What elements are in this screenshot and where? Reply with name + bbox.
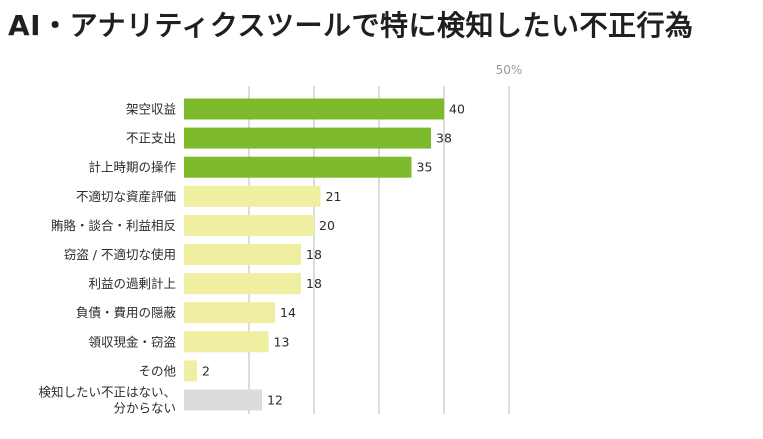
- category-label-1: 不正支出: [126, 131, 176, 146]
- value-label-9: 2: [202, 363, 210, 378]
- value-label-6: 18: [306, 276, 322, 291]
- category-label-0: 架空収益: [126, 102, 176, 117]
- bar-2: [184, 156, 412, 178]
- bar-4: [184, 214, 314, 236]
- tick-label-50: 50%: [496, 63, 523, 77]
- bar-8: [184, 331, 269, 353]
- bar-5: [184, 244, 301, 265]
- category-label-4: 賄賂・談合・利益相反: [51, 218, 176, 233]
- bar-9: [184, 360, 197, 382]
- bar-10: [184, 389, 262, 411]
- category-label-2: 計上時期の操作: [88, 160, 176, 175]
- value-label-4: 20: [319, 218, 335, 233]
- bar-0: [184, 98, 444, 120]
- chart-title: AI・アナリティクスツールで特に検知したい不正行為: [8, 9, 694, 42]
- category-label-9: その他: [138, 363, 176, 378]
- category-label-8: 領収現金・窃盗: [88, 334, 176, 349]
- value-label-5: 18: [306, 247, 322, 262]
- value-label-7: 14: [280, 305, 296, 320]
- category-label-3: 不適切な資産評価: [76, 189, 176, 204]
- bar-7: [184, 302, 275, 324]
- category-label-5: 窃盗 / 不適切な使用: [64, 247, 176, 262]
- bar-6: [184, 273, 301, 295]
- value-label-2: 35: [417, 160, 433, 175]
- bar-1: [184, 127, 431, 149]
- value-label-1: 38: [436, 131, 452, 146]
- bar-3: [184, 185, 321, 207]
- category-label-10-line-1: 分からない: [113, 401, 176, 416]
- value-label-8: 13: [274, 334, 290, 349]
- value-label-0: 40: [449, 102, 465, 117]
- labels: 50% 架空収益 40 不正支出 38 計上時期の操作 35 不適切な資産評価 21 賄賂・談合・…: [38, 63, 522, 416]
- category-label-10-line-0: 検知したい不正はない、: [38, 385, 176, 400]
- value-label-10: 12: [267, 393, 283, 408]
- category-label-6: 利益の過剰計上: [88, 276, 176, 291]
- category-label-7: 負債・費用の隠蔽: [76, 305, 177, 320]
- value-label-3: 21: [326, 189, 342, 204]
- bars: [184, 98, 444, 411]
